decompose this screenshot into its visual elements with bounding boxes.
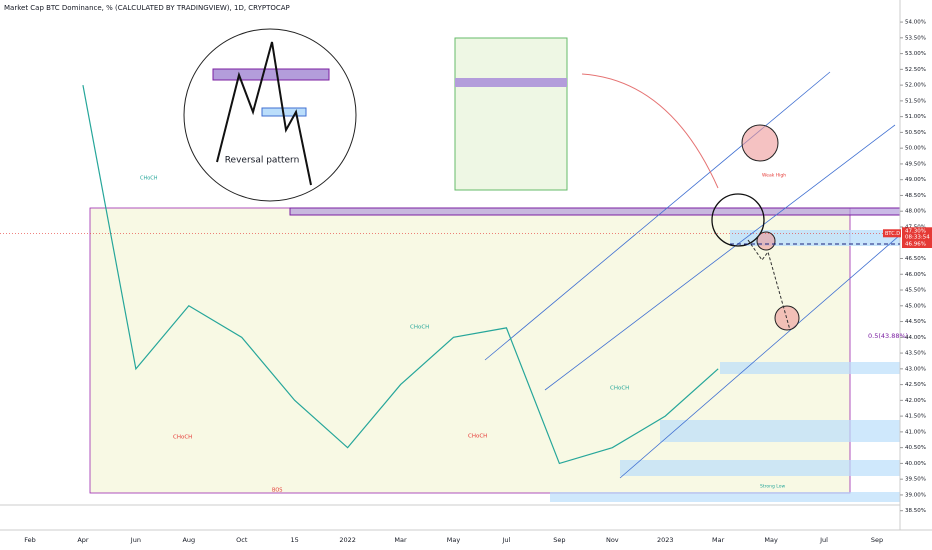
y-tick-label: 54.00% [905, 20, 926, 26]
x-tick-label: 15 [291, 536, 299, 544]
x-tick-label: Mar [712, 536, 725, 544]
y-tick-label: 44.50% [905, 319, 926, 325]
x-tick-label: Apr [77, 536, 89, 544]
x-tick-label: Jul [819, 536, 828, 544]
y-tick-label: 50.50% [905, 130, 926, 136]
y-tick-label: 38.50% [905, 508, 926, 514]
y-tick-label: 42.00% [905, 398, 926, 404]
x-tick-label: May [764, 536, 778, 544]
y-tick-label: 39.50% [905, 477, 926, 483]
supply-zone [289, 207, 901, 216]
circle [741, 124, 779, 162]
demand-zone [660, 420, 900, 442]
channel-line [619, 234, 901, 479]
fib-label: 0.5(43.88%) [868, 332, 908, 340]
range-box [89, 207, 851, 494]
annotation: CHoCH [468, 434, 487, 440]
y-tick-label: 42.50% [905, 382, 926, 388]
annotation: Weak High [762, 173, 786, 179]
x-tick-label: Sep [871, 536, 883, 544]
annotation: BOS [272, 488, 282, 494]
x-tick-label: 2022 [339, 536, 356, 544]
y-tick-label: 39.00% [905, 492, 926, 498]
price-value: 47.30% [905, 228, 926, 234]
y-tick-label: 43.50% [905, 351, 926, 357]
annotation: CHoCH [140, 176, 158, 182]
y-tick-label: 43.00% [905, 366, 926, 372]
pattern-label: Reversal pattern [225, 156, 300, 166]
pattern-path [216, 41, 312, 186]
circle [774, 305, 800, 331]
x-tick-label: Jul [502, 536, 511, 544]
y-tick-label: 44.00% [905, 335, 926, 341]
chart-title: Market Cap BTC Dominance, % (CALCULATED … [4, 4, 290, 12]
channel-line [544, 124, 896, 391]
channel-line [484, 71, 831, 361]
demand-zone [550, 492, 900, 502]
annotation: CHoCH [610, 386, 629, 392]
x-tick-label: 2023 [657, 536, 674, 544]
x-tick-label: Oct [236, 536, 248, 544]
y-tick-label: 52.00% [905, 83, 926, 89]
x-tick-label: Nov [606, 536, 619, 544]
circle [711, 193, 765, 247]
y-tick-label: 52.50% [905, 67, 926, 73]
y-tick-label: 46.50% [905, 256, 926, 262]
y-tick-label: 40.00% [905, 461, 926, 467]
level-tag [902, 239, 932, 248]
price-symbol: BTC.D [885, 231, 900, 237]
x-tick-label: Mar [394, 536, 407, 544]
y-tick-label: 46.00% [905, 272, 926, 278]
inset-zone [455, 78, 567, 87]
annotation: CHoCH [410, 325, 429, 331]
y-tick-label: 50.00% [905, 146, 926, 152]
x-tick-label: Feb [24, 536, 36, 544]
level-label: 46.96% [905, 241, 926, 247]
price-tag [902, 227, 932, 241]
annotation: CHoCH [173, 435, 192, 441]
y-tick-label: 40.50% [905, 445, 926, 451]
pattern-supply [212, 68, 330, 81]
price-tag [883, 229, 901, 238]
x-tick-label: Jun [130, 536, 141, 544]
y-tick-label: 53.00% [905, 51, 926, 57]
inset [454, 37, 568, 191]
y-tick-label: 49.00% [905, 177, 926, 183]
demand-zone [720, 362, 900, 374]
y-tick-label: 45.50% [905, 288, 926, 294]
y-tick-label: 48.50% [905, 193, 926, 199]
price-timer: 08:33:54 [905, 234, 930, 240]
price-line [82, 85, 719, 465]
annotation: Strong Low [760, 484, 785, 490]
y-tick-label: 41.00% [905, 429, 926, 435]
y-tick-label: 45.00% [905, 303, 926, 309]
arrow [581, 73, 719, 189]
projection [747, 239, 791, 331]
x-tick-label: Aug [182, 536, 195, 544]
x-tick-label: May [447, 536, 461, 544]
y-tick-label: 51.50% [905, 98, 926, 104]
circle [756, 231, 776, 251]
y-tick-label: 51.00% [905, 114, 926, 120]
y-tick-label: 53.50% [905, 35, 926, 41]
y-tick-label: 49.50% [905, 161, 926, 167]
x-tick-label: Sep [553, 536, 565, 544]
demand-zone [620, 460, 900, 476]
y-tick-label: 41.50% [905, 414, 926, 420]
y-tick-label: 48.00% [905, 209, 926, 215]
